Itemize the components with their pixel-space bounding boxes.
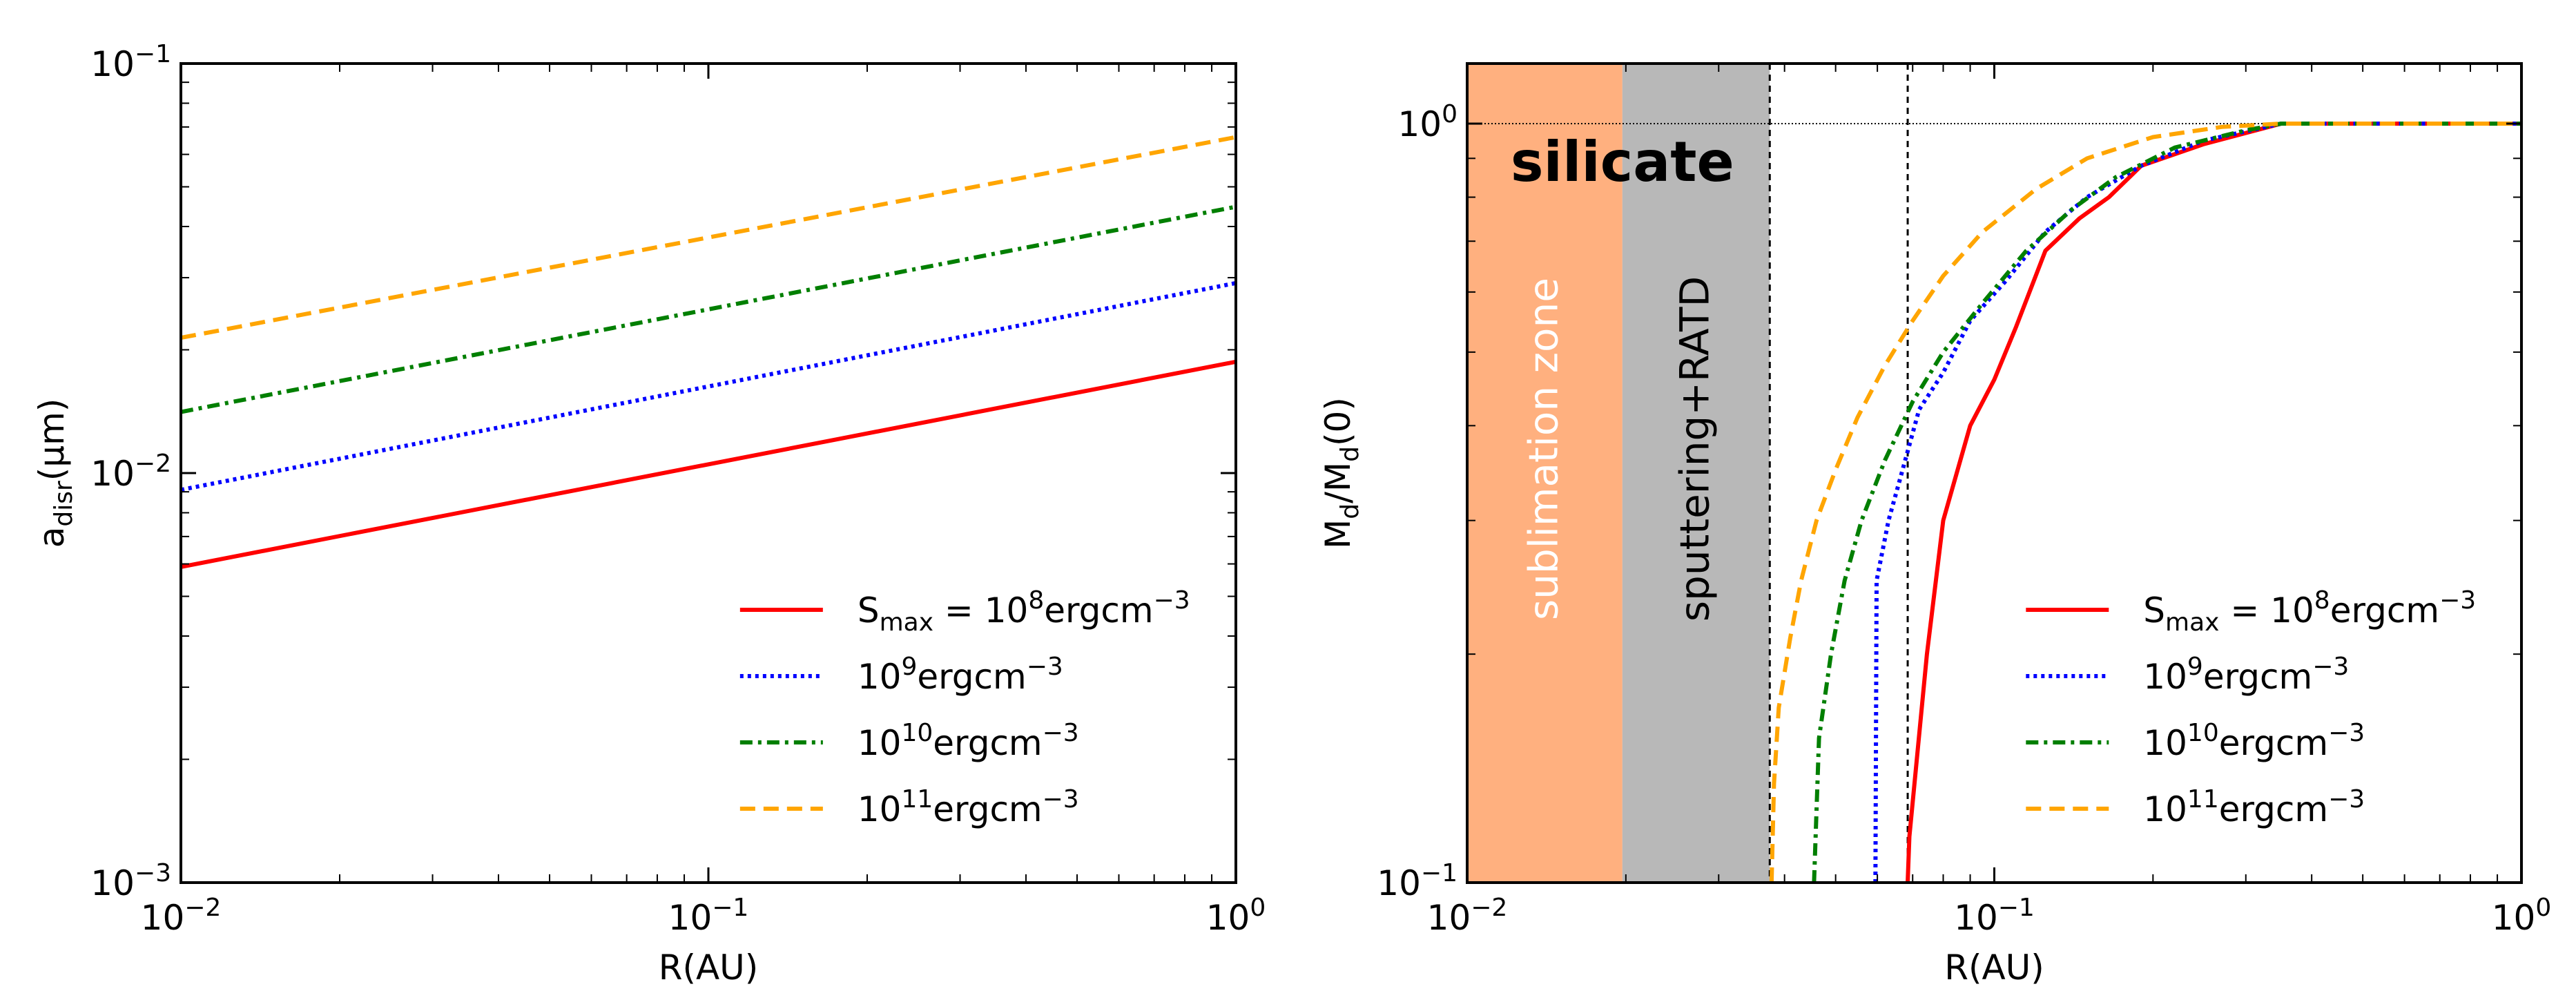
right-panel: sublimation zone sputtering+RATD silicate 1…	[1318, 62, 2552, 988]
ticks	[180, 62, 1237, 884]
zone1-label: sublimation zone	[1520, 278, 1567, 620]
y-tick-label: 10−2	[90, 450, 171, 494]
legend: Smax = 108ergcm−3 109ergcm−3 1010ergcm−3 10…	[2026, 586, 2476, 829]
material-label: silicate	[1511, 130, 1734, 194]
x-axis-label: R(AU)	[659, 948, 759, 988]
legend-label-1: 109ergcm−3	[2143, 653, 2349, 697]
series-line-2	[181, 204, 1236, 414]
series-line-0	[181, 359, 1236, 569]
series-line-0	[1906, 122, 2521, 883]
y-tick-label: 10−1	[1377, 859, 1458, 903]
left-panel: 10−2 10−1 10010−310−210−1R(AU)adisr(μm)Sma…	[32, 40, 1266, 988]
series-line-1	[1873, 122, 2521, 883]
zone2-label: sputtering+RATD	[1672, 276, 1718, 622]
series-line-3	[1769, 122, 2521, 883]
series-line-1	[181, 280, 1236, 492]
legend-label-0: Smax = 108ergcm−3	[2143, 586, 2476, 637]
zone-sublimation	[1467, 64, 1623, 883]
x-tick-label: 10−2	[141, 894, 222, 938]
legend-label-2: 1010ergcm−3	[858, 719, 1079, 763]
x-tick-label: 10−1	[1954, 894, 2035, 938]
x-tick-label: 100	[2492, 894, 2552, 938]
legend-label-2: 1010ergcm−3	[2143, 719, 2365, 763]
legend: Smax = 108ergcm−3 109ergcm−3 1010ergcm−3 10…	[739, 586, 1190, 829]
legend-label-0: Smax = 108ergcm−3	[858, 586, 1190, 637]
ticks	[1466, 64, 2523, 884]
x-tick-label: 10−1	[668, 894, 749, 938]
y-tick-label: 10−1	[90, 40, 171, 84]
x-tick-label: 10−2	[1427, 894, 1508, 938]
legend-label-1: 109ergcm−3	[858, 653, 1063, 697]
series-group	[181, 135, 1236, 569]
series-line-3	[181, 135, 1236, 340]
zone-sputtering-ratd	[1622, 64, 1770, 883]
x-axis-label: R(AU)	[1944, 948, 2044, 988]
legend-label-3: 1011ergcm−3	[2143, 785, 2365, 829]
plot-frame	[180, 62, 1237, 884]
y-axis-label: adisr(μm)	[32, 398, 78, 548]
series-line-2	[1812, 122, 2521, 883]
y-tick-label: 10−3	[90, 859, 171, 903]
series-group	[1769, 122, 2521, 883]
legend-label-3: 1011ergcm−3	[858, 785, 1079, 829]
x-tick-label: 100	[1206, 894, 1266, 938]
y-axis-label: Md/Md(0)	[1318, 397, 1364, 549]
y-tick-label: 100	[1397, 100, 1458, 144]
